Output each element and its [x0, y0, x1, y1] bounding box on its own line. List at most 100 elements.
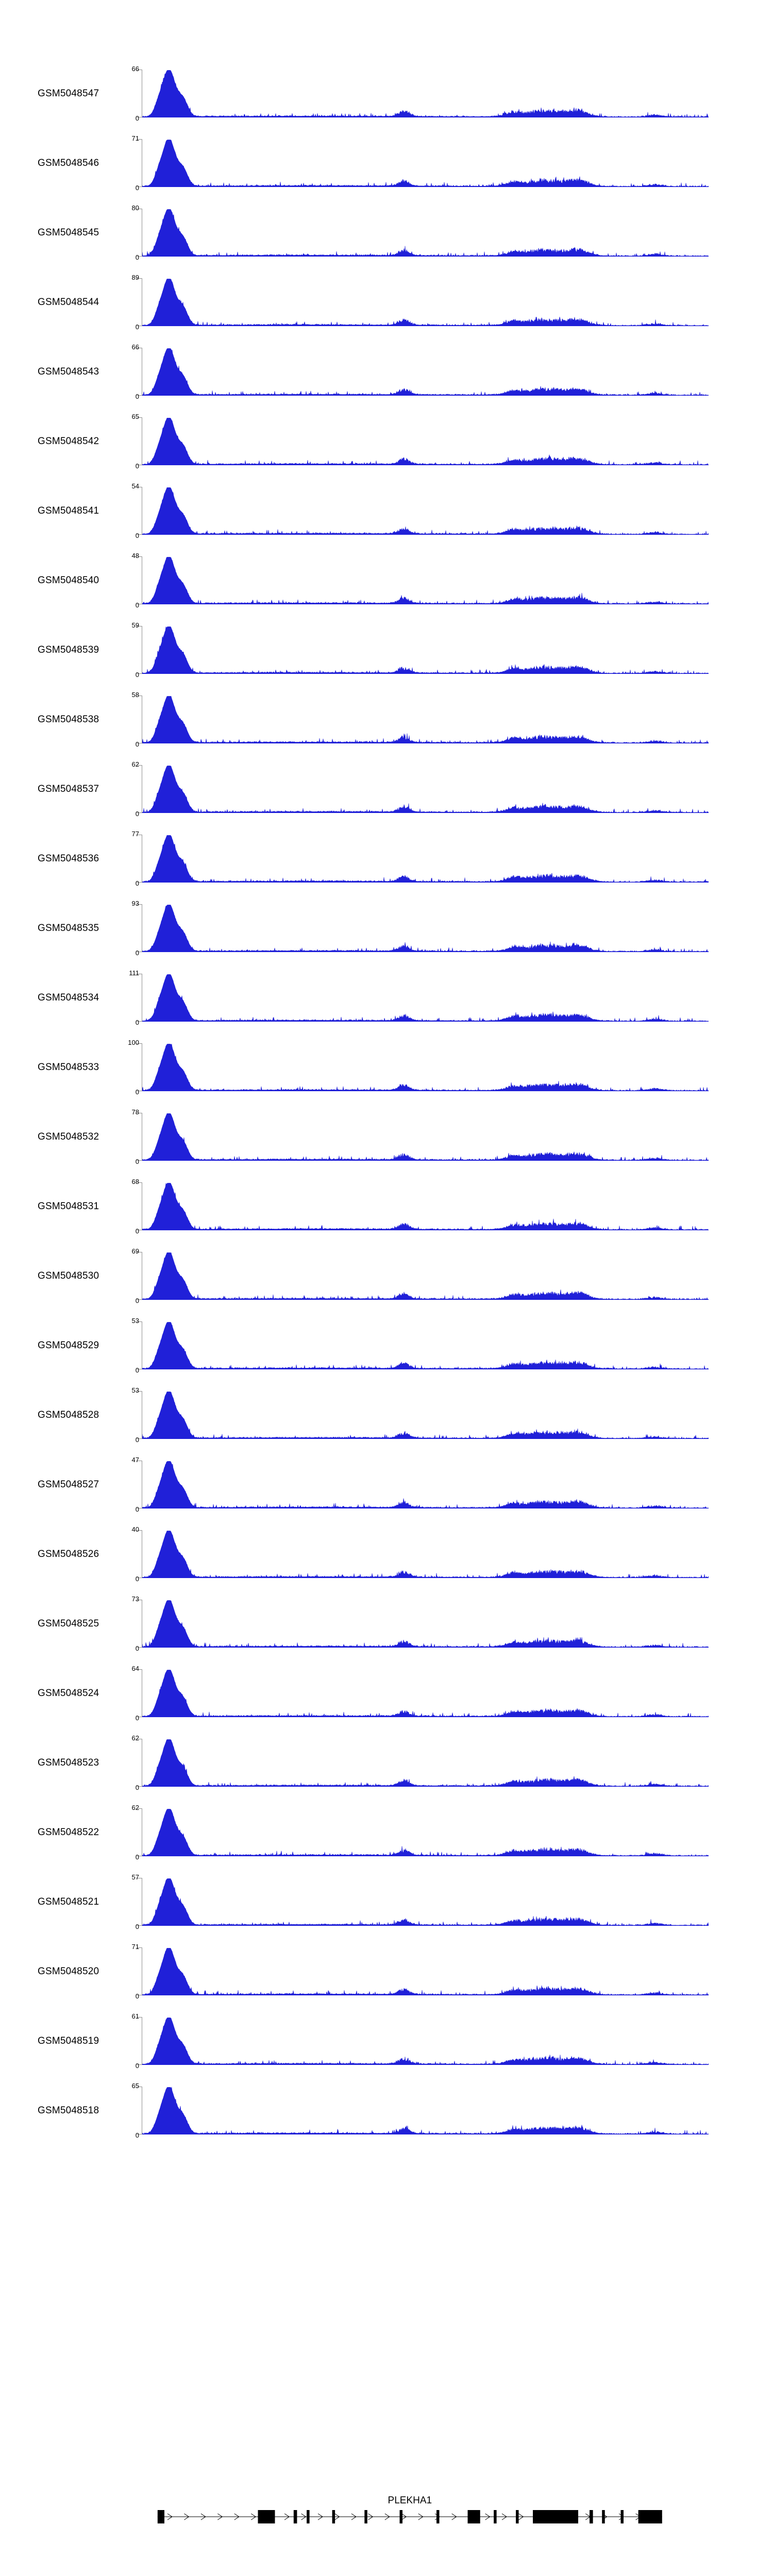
track-sample-label: GSM5048547	[38, 88, 99, 99]
y-axis-min-value: 0	[135, 393, 139, 400]
coverage-histogram	[142, 905, 709, 952]
gene-strand-arrow-icon	[317, 2513, 323, 2520]
y-axis-max-value: 71	[131, 134, 139, 142]
y-axis-min-value: 0	[135, 601, 139, 609]
y-axis-tick-min	[137, 673, 142, 674]
y-axis-tick-max	[137, 2017, 142, 2018]
track-sample-label: GSM5048528	[38, 1409, 99, 1420]
y-axis-max-value: 68	[131, 1178, 139, 1185]
coverage-track: GSM5048542 65 0	[0, 413, 773, 470]
y-axis-max-value: 69	[131, 1247, 139, 1255]
track-sample-label: GSM5048520	[38, 1965, 99, 1977]
y-axis-min-value: 0	[135, 879, 139, 887]
coverage-track: GSM5048525 73 0	[0, 1595, 773, 1652]
y-axis-tick-min	[137, 812, 142, 813]
coverage-histogram	[142, 1043, 709, 1091]
gene-strand-arrow-icon	[618, 2513, 625, 2520]
gene-strand-arrow-icon	[217, 2513, 223, 2520]
y-axis-tick-max	[137, 139, 142, 140]
track-plot-area: 40 0	[132, 1526, 709, 1583]
y-axis-min-value: 0	[135, 1645, 139, 1652]
track-plot-area: 66 0	[132, 343, 709, 400]
coverage-track: GSM5048529 53 0	[0, 1317, 773, 1374]
coverage-baseline	[142, 812, 709, 813]
coverage-histogram	[142, 1252, 709, 1300]
y-axis-max-value: 47	[131, 1456, 139, 1464]
y-axis-min-value: 0	[135, 184, 139, 192]
coverage-histogram	[142, 626, 709, 674]
coverage-track: GSM5048544 89 0	[0, 274, 773, 331]
track-plot-area: 62 0	[132, 1734, 709, 1791]
coverage-baseline	[142, 256, 709, 257]
y-axis-max-value: 62	[131, 760, 139, 768]
y-axis-max-value: 93	[131, 900, 139, 907]
gene-strand-arrow-icon	[184, 2513, 190, 2520]
track-plot-area: 111 0	[129, 969, 709, 1026]
y-axis-min-value: 0	[135, 1158, 139, 1165]
track-sample-label: GSM5048522	[38, 1826, 99, 1838]
coverage-baseline	[142, 534, 709, 535]
coverage-histogram	[142, 1670, 709, 1717]
y-axis-tick-min	[137, 1438, 142, 1439]
track-plot-area: 78 0	[132, 1108, 709, 1165]
y-axis-min-value: 0	[135, 1088, 139, 1096]
coverage-baseline	[142, 1299, 709, 1300]
track-plot-area: 73 0	[132, 1595, 709, 1652]
coverage-histogram	[142, 557, 709, 604]
coverage-baseline	[142, 1925, 709, 1926]
gene-strand-arrow-icon	[451, 2513, 457, 2520]
track-plot-area: 57 0	[132, 1873, 709, 1930]
y-axis-min-value: 0	[135, 532, 139, 539]
coverage-track: GSM5048547 66 0	[0, 65, 773, 122]
coverage-histogram	[142, 974, 709, 1022]
y-axis-max-value: 53	[131, 1317, 139, 1325]
y-axis-tick-min	[137, 1021, 142, 1022]
gene-name-label: PLEKHA1	[388, 2495, 432, 2506]
gene-exon-block	[533, 2510, 578, 2523]
gene-exon-block	[157, 2510, 164, 2523]
track-plot-area: 53 0	[132, 1386, 709, 1444]
track-sample-label: GSM5048538	[38, 714, 99, 725]
gene-strand-arrow-icon	[334, 2513, 340, 2520]
track-sample-label: GSM5048521	[38, 1896, 99, 1907]
track-plot-area: 62 0	[132, 1804, 709, 1861]
coverage-histogram	[142, 1461, 709, 1509]
y-axis-tick-min	[137, 882, 142, 883]
gene-exon-block	[293, 2510, 297, 2523]
coverage-track: GSM5048528 53 0	[0, 1386, 773, 1444]
y-axis-tick-max	[137, 1947, 142, 1948]
gene-strand-arrow-icon	[167, 2513, 173, 2520]
coverage-baseline	[142, 2064, 709, 2065]
gene-exon-block	[332, 2510, 335, 2523]
track-plot-area: 59 0	[132, 621, 709, 679]
track-plot-area: 71 0	[132, 134, 709, 192]
coverage-track: GSM5048541 54 0	[0, 482, 773, 539]
y-axis-max-value: 89	[131, 274, 139, 281]
coverage-histogram	[142, 1739, 709, 1787]
coverage-histogram	[142, 1113, 709, 1161]
track-plot-area: 58 0	[132, 691, 709, 748]
track-sample-label: GSM5048519	[38, 2035, 99, 2046]
y-axis-min-value: 0	[135, 1853, 139, 1861]
y-axis-min-value: 0	[135, 323, 139, 331]
y-axis-min-value: 0	[135, 1366, 139, 1374]
gene-strand-arrow-icon	[234, 2513, 240, 2520]
y-axis-max-value: 48	[131, 552, 139, 560]
y-axis-min-value: 0	[135, 253, 139, 261]
genomic-axis-svg	[142, 2568, 709, 2576]
coverage-histogram	[142, 1600, 709, 1648]
track-sample-label: GSM5048530	[38, 1270, 99, 1281]
coverage-baseline	[142, 395, 709, 396]
y-axis-max-value: 66	[131, 343, 139, 351]
track-sample-label: GSM5048531	[38, 1200, 99, 1212]
y-axis-tick-min	[137, 1508, 142, 1509]
track-sample-label: GSM5048525	[38, 1618, 99, 1629]
track-sample-label: GSM5048527	[38, 1479, 99, 1490]
coverage-histogram	[142, 209, 709, 257]
y-axis-tick-max	[137, 1182, 142, 1183]
track-sample-label: GSM5048524	[38, 1687, 99, 1699]
gene-strand-arrow-icon	[518, 2513, 524, 2520]
gene-exon-block	[494, 2510, 497, 2523]
y-axis-max-value: 77	[131, 830, 139, 838]
